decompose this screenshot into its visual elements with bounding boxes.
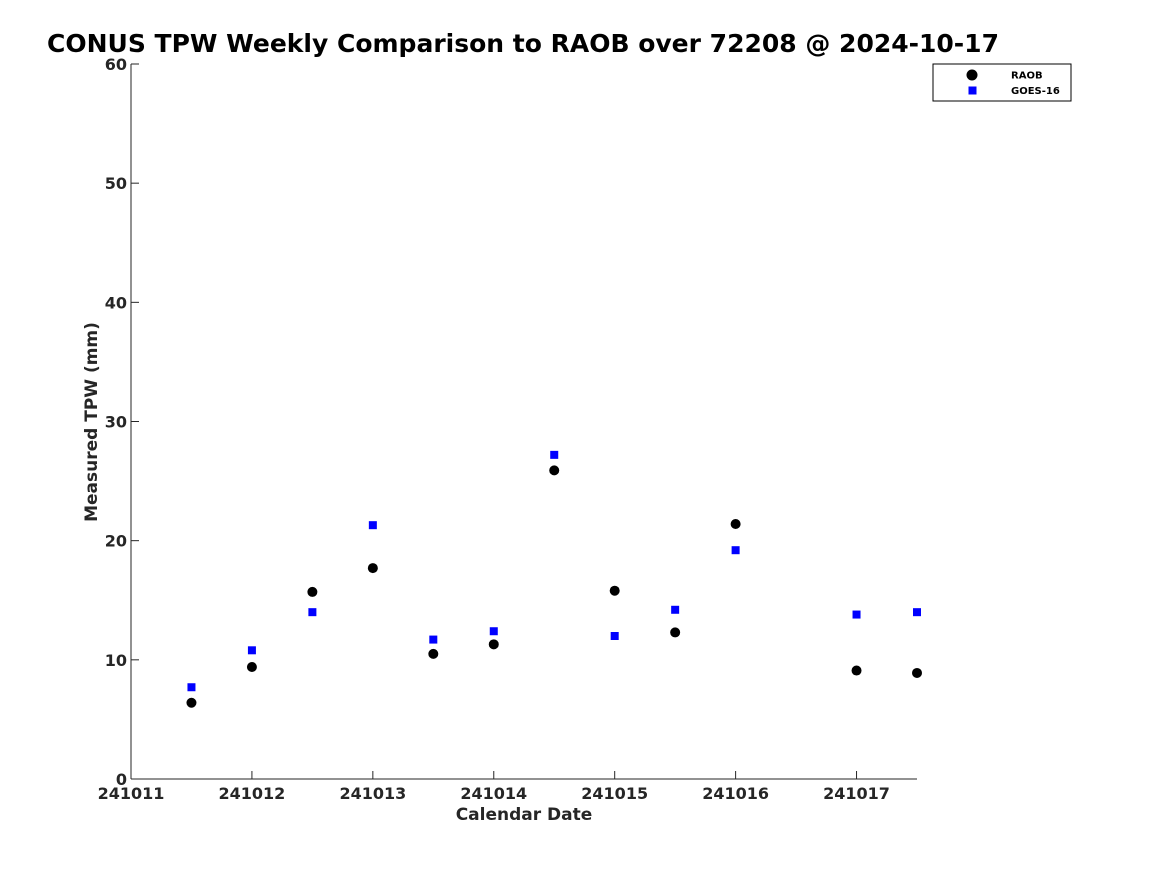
goes16-point: [671, 605, 680, 614]
goes16-point: [187, 683, 196, 692]
y-tick-label: 40: [105, 293, 127, 312]
y-tick-label: 50: [105, 174, 127, 193]
goes16-point: [550, 450, 559, 459]
y-tick-label: 0: [116, 770, 127, 789]
goes16-point: [913, 608, 921, 617]
raob-point: [367, 563, 378, 574]
goes16-point: [247, 646, 256, 655]
legend-label-raob: RAOB: [1011, 71, 1043, 82]
y-tick-label: 10: [105, 651, 127, 670]
raob-point: [609, 585, 620, 596]
series-layer: [186, 450, 922, 708]
raob-point: [912, 667, 922, 678]
x-tick-label: 241015: [581, 784, 648, 803]
raob-point: [428, 648, 439, 659]
raob-point: [730, 518, 741, 529]
y-axis-label: Measured TPW (mm): [82, 322, 102, 522]
legend-marker-raob: [966, 69, 978, 81]
raob-point: [246, 661, 257, 672]
raob-point: [186, 697, 197, 708]
goes16-point: [368, 521, 377, 530]
raob-point: [488, 639, 499, 650]
legend: RAOB GOES-16: [932, 63, 1072, 102]
raob-point: [670, 627, 681, 638]
raob-point: [851, 665, 862, 676]
raob-point: [549, 465, 560, 476]
plot-area: [130, 64, 917, 780]
raob-point: [307, 586, 318, 597]
x-tick-label: 241014: [460, 784, 527, 803]
y-tick-label: 30: [105, 413, 127, 432]
goes16-point: [731, 546, 740, 555]
goes16-point: [308, 608, 317, 617]
y-tick-label: 20: [105, 532, 127, 551]
x-tick-label: 241017: [823, 784, 890, 803]
series-raob: [186, 465, 922, 708]
y-axis-ticks: 0 10 20 30 40 50 60: [105, 55, 139, 789]
goes16-point: [610, 632, 619, 640]
chart-title: CONUS TPW Weekly Comparison to RAOB over…: [47, 29, 999, 58]
series-goes16: [187, 450, 921, 692]
goes16-point: [852, 610, 861, 619]
x-axis-ticks: 241011 241012 241013 241014 241015 241016 2410…: [98, 771, 890, 803]
x-tick-label: 241011: [98, 784, 165, 803]
goes16-point: [429, 635, 438, 644]
x-tick-label: 241012: [219, 784, 286, 803]
legend-marker-goes16: [968, 86, 977, 95]
goes16-point: [489, 627, 498, 636]
legend-label-goes16: GOES-16: [1011, 86, 1060, 97]
x-tick-label: 241013: [339, 784, 406, 803]
x-axis-label: Calendar Date: [456, 805, 593, 825]
legend-box: [932, 63, 1072, 102]
y-tick-label: 60: [105, 55, 127, 74]
x-tick-label: 241016: [702, 784, 769, 803]
